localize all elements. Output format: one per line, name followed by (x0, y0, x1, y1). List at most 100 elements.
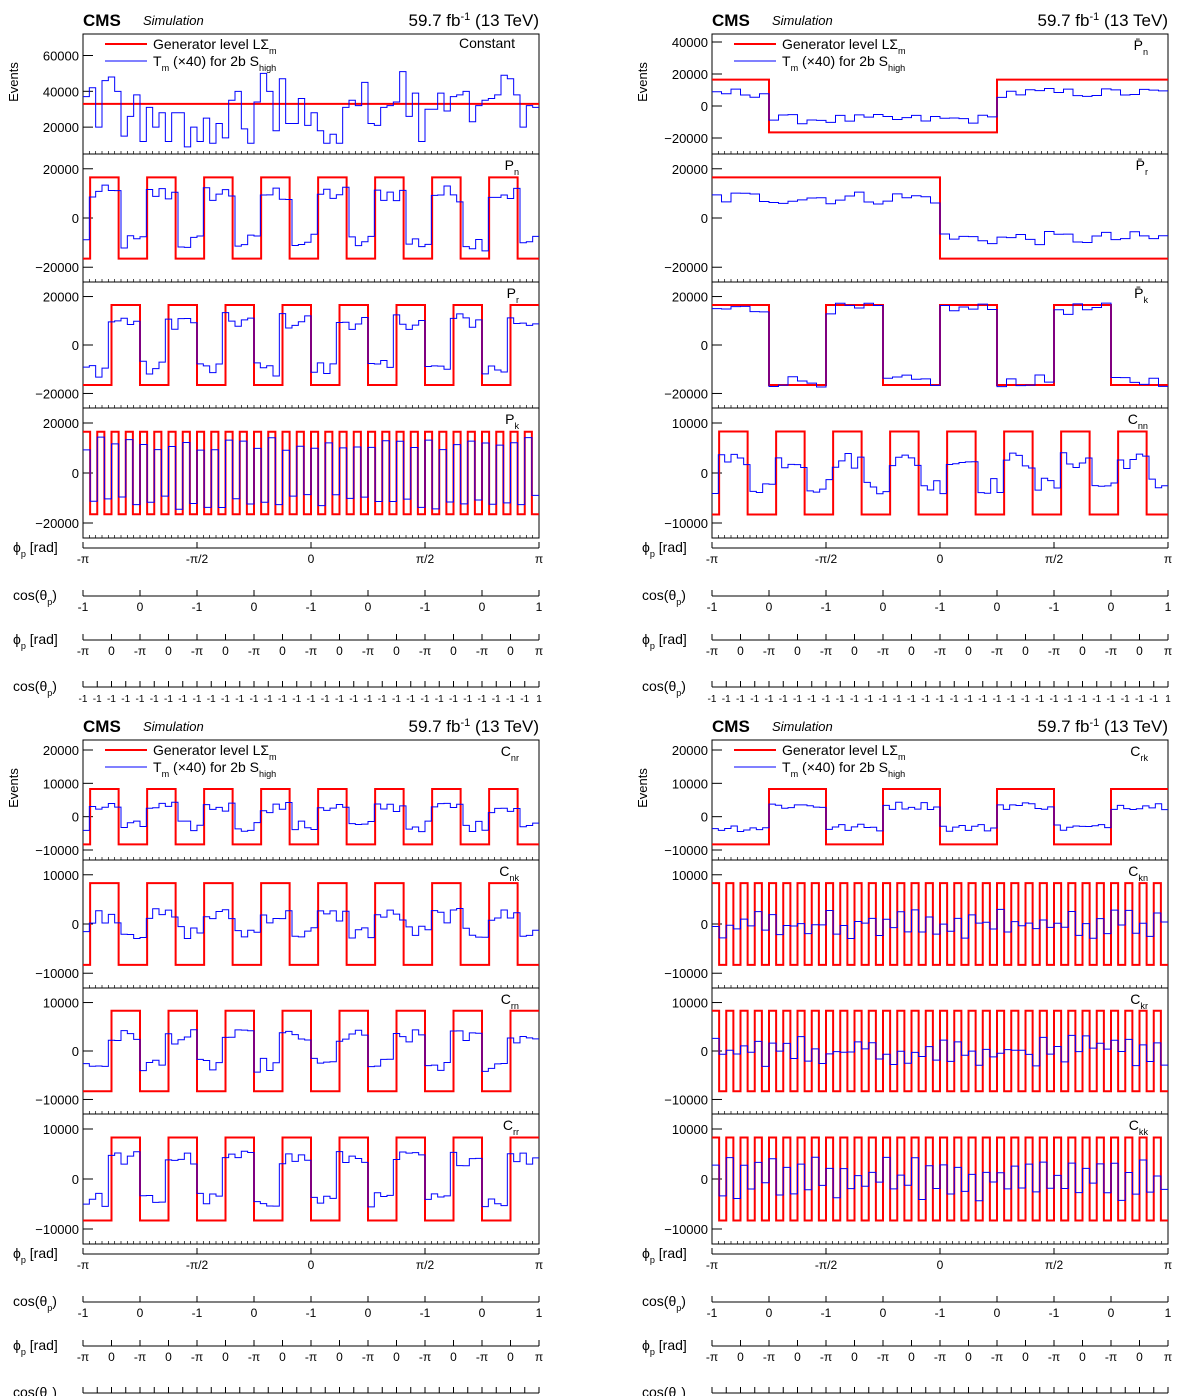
y-tick-label: 0 (72, 211, 79, 226)
tm-histogram (83, 1150, 539, 1208)
phi-p-axis-tick-label: -π (706, 1350, 718, 1364)
phi-p-axis-tick-label: -π (820, 644, 832, 658)
phi-p-axis-tick-label: -π (191, 1350, 203, 1364)
cos-p-axis-tick-label: -1 (907, 694, 916, 705)
legend-tm-text: Tm (×40) for 2b Shigh (153, 759, 276, 779)
cos-p-axis-tick-label: -1 (750, 694, 759, 705)
cos-pbar-axis-tick-label: -1 (78, 1306, 89, 1320)
y-axis-label: Events (635, 768, 650, 808)
panel-label: Crn (501, 991, 519, 1011)
tm-histogram (712, 302, 1168, 388)
y-tick-label: 10000 (672, 1122, 708, 1137)
phi-pbar-axis-tick-label: π/2 (1045, 552, 1064, 566)
phi-p-axis-tick-label: 0 (908, 1350, 915, 1364)
cos-p-axis-tick-label: -1 (364, 694, 373, 705)
phi-p-axis-tick-label: -π (248, 1350, 260, 1364)
phi-p-axis-tick-label: 0 (450, 644, 457, 658)
phi-p-axis-tick-label: -π (362, 644, 374, 658)
cos-p-axis-tick-label: -1 (822, 694, 831, 705)
generator-level-line (712, 430, 1168, 516)
phi-p-axis-tick-label: 0 (965, 644, 972, 658)
generator-level-line (83, 788, 539, 846)
phi-p-axis-tick-label: 0 (108, 644, 115, 658)
phi-p-axis-tick-label: -π (934, 644, 946, 658)
phi-p-axis-tick-label: 0 (393, 1350, 400, 1364)
y-tick-label: 20000 (672, 290, 708, 305)
panel-label: P̄r (1136, 157, 1148, 177)
phi-p-axis-tick-label: 0 (908, 644, 915, 658)
phi-p-axis-tick-label: π (535, 644, 543, 658)
y-tick-label: 0 (701, 466, 708, 481)
y-tick-label: 60000 (43, 48, 79, 63)
y-tick-label: 40000 (43, 84, 79, 99)
tm-histogram (712, 1156, 1168, 1202)
simulation-label: Simulation (772, 719, 833, 734)
phi-pbar-axis-label: ϕp [rad] (13, 1245, 58, 1265)
phi-p-axis-tick-label: 0 (737, 644, 744, 658)
simulation-label: Simulation (772, 13, 833, 28)
cos-pbar-axis-tick-label: -1 (192, 600, 203, 614)
phi-p-axis-tick-label: -π (763, 644, 775, 658)
lumi-label: 59.7 fb-1 (13 TeV) (1038, 11, 1169, 30)
cos-p-axis-tick-label: -1 (936, 694, 945, 705)
y-tick-label: 10000 (43, 996, 79, 1011)
tm-histogram (712, 908, 1168, 940)
phi-p-axis-tick-label: -π (877, 644, 889, 658)
cos-pbar-axis-tick-label: -1 (306, 600, 317, 614)
phi-pbar-axis-tick-label: π (535, 552, 543, 566)
tm-histogram (83, 184, 539, 252)
cos-pbar-axis-tick-label: 0 (365, 1306, 372, 1320)
phi-p-axis-tick-label: -π (134, 1350, 146, 1364)
cos-pbar-axis-tick-label: 0 (137, 600, 144, 614)
panel-frame (82, 33, 540, 155)
cos-p-axis-tick-label: -1 (520, 694, 529, 705)
panel-frame (711, 407, 1169, 539)
cos-pbar-axis-tick-label: 0 (479, 1306, 486, 1320)
phi-p-axis-tick-label: 0 (1022, 1350, 1029, 1364)
phi-pbar-axis-tick-label: 0 (937, 1258, 944, 1272)
cos-p-axis-tick-label: -1 (292, 694, 301, 705)
y-axis-label: Events (6, 768, 21, 808)
y-tick-label: −10000 (664, 843, 708, 858)
cos-p-axis-tick-label: -1 (807, 694, 816, 705)
cos-p-axis-tick-label: -1 (406, 694, 415, 705)
cos-p-axis-tick-label: -1 (79, 694, 88, 705)
y-tick-label: 10000 (43, 776, 79, 791)
legend-tm-text: Tm (×40) for 2b Shigh (153, 53, 276, 73)
cos-p-axis-tick-label: -1 (492, 694, 501, 705)
phi-p-axis-tick-label: -π (763, 1350, 775, 1364)
cos-pbar-axis-tick-label: -1 (420, 600, 431, 614)
cos-p-axis-tick-label: -1 (435, 694, 444, 705)
cos-p-axis-tick-label: -1 (107, 694, 116, 705)
phi-p-axis-tick-label: 0 (851, 1350, 858, 1364)
cos-p-axis-tick-label: -1 (193, 694, 202, 705)
panel-label: P̄k (1134, 285, 1148, 305)
phi-pbar-axis-tick-label: -π/2 (186, 552, 209, 566)
phi-pbar-axis-tick-label: 0 (937, 552, 944, 566)
y-tick-label: −10000 (664, 966, 708, 981)
phi-pbar-axis-tick-label: -π/2 (186, 1258, 209, 1272)
cos-p-axis-tick-label: -1 (736, 694, 745, 705)
phi-p-axis-tick-label: -π (419, 644, 431, 658)
cos-p-axis-tick-label: -1 (1050, 694, 1059, 705)
y-tick-label: 0 (701, 338, 708, 353)
tm-histogram (83, 71, 539, 148)
panel-label: Pr (507, 285, 519, 305)
phi-p-axis-tick-label: 0 (1136, 1350, 1143, 1364)
phi-pbar-axis-tick-label: π (1164, 1258, 1172, 1272)
panel-label: Cnk (499, 863, 519, 883)
phi-p-axis-tick-label: -π (77, 644, 89, 658)
phi-pbar-axis-tick-label: π (1164, 552, 1172, 566)
phi-p-axis-tick-label: -π (820, 1350, 832, 1364)
y-tick-label: 40000 (672, 35, 708, 50)
legend-gen-text: Generator level LΣm (782, 742, 906, 762)
phi-p-axis-label: ϕp [rad] (13, 1337, 58, 1357)
cos-p-axis-tick-label: -1 (1078, 694, 1087, 705)
y-tick-label: 20000 (672, 743, 708, 758)
cos-p-axis-tick-label: -1 (136, 694, 145, 705)
phi-p-axis-tick-label: 0 (507, 644, 514, 658)
cos-p-axis-tick-label: -1 (221, 694, 230, 705)
cos-p-axis-tick-label: -1 (1092, 694, 1101, 705)
y-tick-label: 0 (701, 1172, 708, 1187)
simulation-label: Simulation (143, 719, 204, 734)
